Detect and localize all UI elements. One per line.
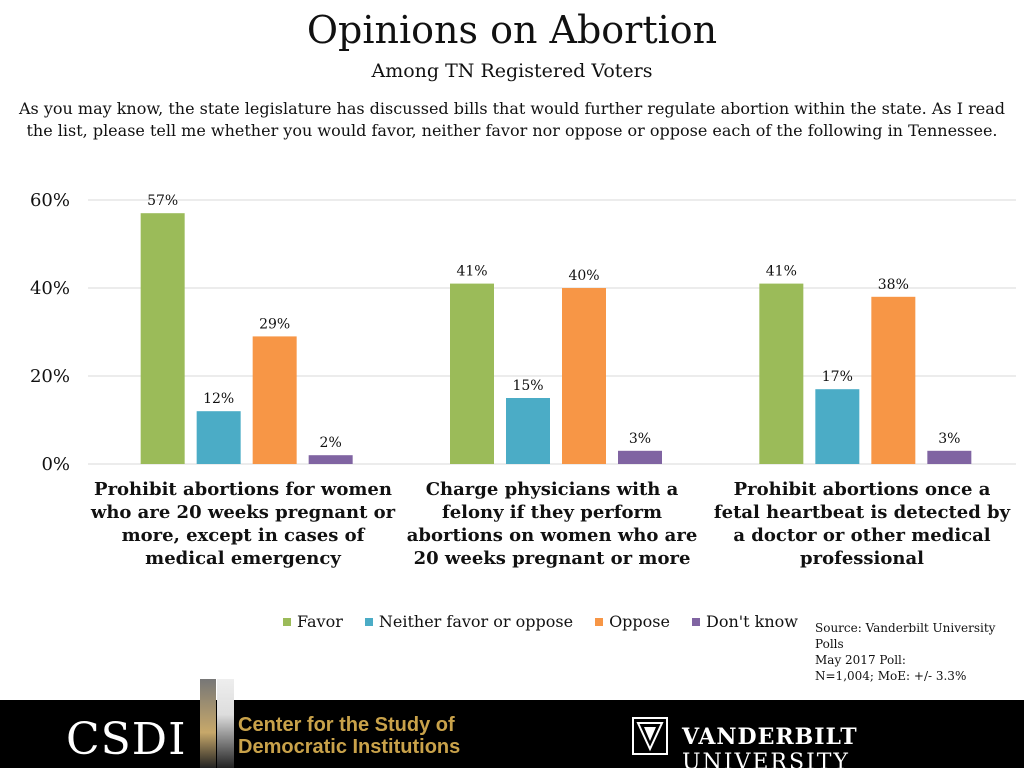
data-label-neither-favor-or-oppose-1: 12% xyxy=(203,391,234,407)
legend-swatch-favor xyxy=(283,617,291,626)
csdi-logo-bars xyxy=(200,679,234,768)
university-word: UNIVERSITY xyxy=(682,750,850,775)
bar-oppose-3 xyxy=(871,296,916,464)
source-line-2: May 2017 Poll: xyxy=(815,653,906,667)
y-tick-label-1: 20% xyxy=(30,366,70,387)
source-note: Source: Vanderbilt University Polls May … xyxy=(815,620,1024,684)
category-label-2: Charge physicians with a felony if they … xyxy=(406,479,698,569)
bar-oppose-2 xyxy=(562,288,606,464)
bar-favor-1 xyxy=(140,213,185,464)
bar-don-t-know-2 xyxy=(618,450,662,464)
data-label-oppose-2: 40% xyxy=(568,268,599,284)
data-label-neither-favor-or-oppose-3: 17% xyxy=(822,369,853,385)
data-label-oppose-3: 38% xyxy=(878,277,909,293)
legend-swatch-dont-know xyxy=(691,617,700,626)
bar-favor-2 xyxy=(450,283,494,464)
chart-subtitle: Among TN Registered Voters xyxy=(371,60,653,82)
bar-oppose-1 xyxy=(252,336,297,464)
legend-label-oppose: Oppose xyxy=(609,612,670,631)
y-tick-label-3: 60% xyxy=(30,190,70,211)
center-name-line-1: Center for the Study of xyxy=(238,714,455,736)
source-line-3: N=1,004; MoE: +/- 3.3% xyxy=(815,669,967,683)
center-name: Center for the Study of Democratic Insti… xyxy=(238,714,460,758)
data-label-favor-1: 57% xyxy=(147,193,178,209)
y-tick-label-2: 40% xyxy=(30,278,70,299)
chart-legend: Favor Neither favor or oppose Oppose Don… xyxy=(283,612,820,631)
csdi-logo-text: CSDI xyxy=(66,714,187,765)
data-label-favor-3: 41% xyxy=(766,264,797,280)
bar-don-t-know-1 xyxy=(308,455,353,464)
bar-neither-favor-or-oppose-3 xyxy=(815,389,860,464)
footer-banner: CSDI Center for the Study of Democratic … xyxy=(0,679,1024,775)
vanderbilt-wordmark: VANDERBILT UNIVERSITY xyxy=(682,724,1024,775)
bar-favor-3 xyxy=(759,283,804,464)
legend-label-dont-know: Don't know xyxy=(705,612,798,631)
legend-item-favor: Favor xyxy=(283,612,343,631)
legend-item-neither: Neither favor or oppose xyxy=(364,612,574,631)
legend-item-oppose: Oppose xyxy=(595,612,670,631)
logo-bar-right xyxy=(217,679,234,768)
bar-chart: 0% 20% 40% 60% 57% 12% 29% 2% 41% 15% 40% 3% 41% 17% 3… xyxy=(30,190,1016,475)
legend-swatch-neither xyxy=(364,617,373,626)
legend-label-favor: Favor xyxy=(297,612,343,631)
legend-label-neither: Neither favor or oppose xyxy=(378,612,574,631)
data-label-neither-favor-or-oppose-2: 15% xyxy=(512,378,543,394)
vanderbilt-word: VANDERBILT xyxy=(682,724,858,750)
legend-item-dont-know: Don't know xyxy=(691,612,798,631)
data-label-favor-2: 41% xyxy=(456,264,487,280)
bar-neither-favor-or-oppose-1 xyxy=(196,411,241,464)
data-label-oppose-1: 29% xyxy=(259,316,290,332)
logo-bar-left xyxy=(200,679,216,768)
category-label-1: Prohibit abortions for women who are 20 … xyxy=(90,479,396,569)
bar-neither-favor-or-oppose-2 xyxy=(506,398,550,464)
center-name-line-2: Democratic Institutions xyxy=(238,736,461,758)
y-tick-label-0: 0% xyxy=(41,454,70,475)
survey-question: As you may know, the state legislature h… xyxy=(18,99,1005,140)
legend-swatch-oppose xyxy=(595,617,604,626)
source-line-1: Source: Vanderbilt University Polls xyxy=(815,621,996,651)
data-label-don-t-know-1: 2% xyxy=(320,435,342,451)
category-label-3: Prohibit abortions once a fetal heartbea… xyxy=(713,479,1011,569)
data-label-don-t-know-3: 3% xyxy=(938,431,960,447)
chart-title: Opinions on Abortion xyxy=(306,8,718,52)
vanderbilt-oak-leaf-icon xyxy=(632,717,668,755)
data-label-don-t-know-2: 3% xyxy=(629,431,651,447)
bar-don-t-know-3 xyxy=(927,450,972,464)
